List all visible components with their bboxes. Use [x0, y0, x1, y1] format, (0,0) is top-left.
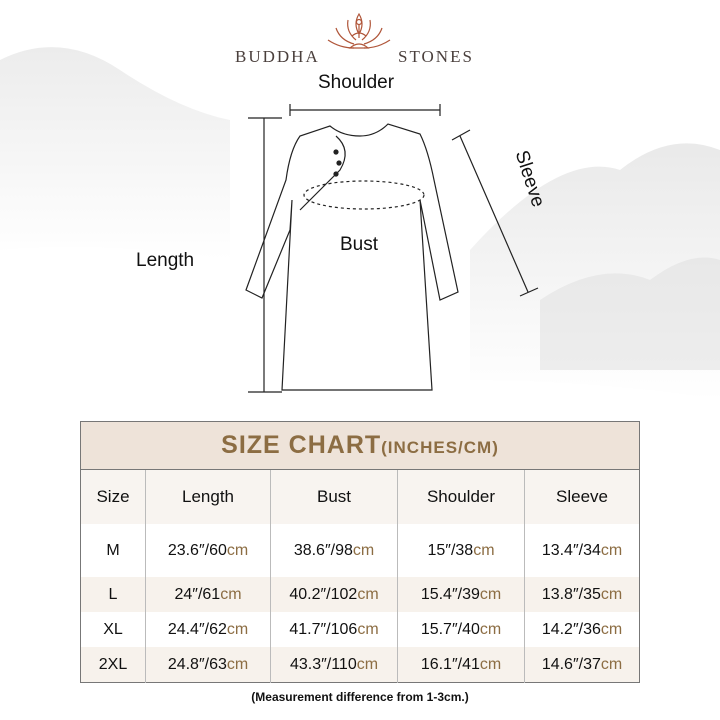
unit-cm: cm: [220, 585, 242, 603]
measurement-note: (Measurement difference from 1-3cm.): [251, 690, 469, 704]
title-text: SIZE CHART: [221, 431, 382, 459]
measure-cell: 41.7″/106cm: [270, 612, 398, 647]
measure-value: 15″/38: [427, 542, 474, 559]
measure-value: 13.4″/34: [541, 542, 601, 559]
unit-cm: cm: [352, 542, 375, 559]
brand-name-right: STONES: [398, 47, 474, 66]
brand-name-left: BUDDHA: [235, 47, 320, 66]
measure-value: 15.7″/40: [420, 620, 480, 638]
measure-cell: 38.6″/98cm: [270, 524, 398, 577]
measure-value: 41.7″/106: [289, 620, 358, 638]
measure-cell: 40.2″/102cm: [270, 577, 398, 612]
measure-value: 14.2″/36: [541, 620, 601, 638]
size-cell: M: [80, 524, 146, 577]
unit-cm: cm: [479, 655, 502, 673]
header-length: Length: [145, 469, 271, 524]
measure-cell: 14.2″/36cm: [524, 612, 640, 647]
measure-cell: 24.4″/62cm: [145, 612, 271, 647]
header-row: Size Length Bust Shoulder Sleeve: [80, 469, 640, 524]
measure-value: 24″/61: [174, 585, 221, 603]
unit-cm: cm: [600, 585, 623, 603]
garment-diagram: [245, 104, 539, 393]
unit-cm: cm: [479, 585, 502, 603]
measure-cell: 23.6″/60cm: [145, 524, 271, 577]
table-row: L 24″/61cm 40.2″/102cm 15.4″/39cm 13.8″/35cm: [80, 577, 640, 612]
mountain-background: [0, 47, 720, 401]
lotus-meditation-icon: [327, 12, 391, 49]
measure-value: 24.8″/63: [167, 655, 227, 673]
unit-cm: cm: [226, 655, 249, 673]
measure-cell: 14.6″/37cm: [524, 647, 640, 683]
unit-cm: cm: [356, 655, 379, 673]
measure-value: 43.3″/110: [289, 655, 357, 673]
measure-value: 16.1″/41: [420, 655, 480, 673]
measure-value: 15.4″/39: [420, 585, 480, 603]
size-cell: XL: [80, 612, 146, 647]
unit-cm: cm: [226, 542, 249, 559]
measure-value: 40.2″/102: [289, 585, 358, 603]
title-unit: (INCHES/CM): [381, 438, 499, 457]
measure-cell: 43.3″/110cm: [270, 647, 398, 683]
measure-cell: 15″/38cm: [397, 524, 525, 577]
header-bust: Bust: [270, 469, 398, 524]
measure-cell: 24.8″/63cm: [145, 647, 271, 683]
measure-value: 14.6″/37: [541, 655, 601, 673]
size-chart-title: SIZE CHART(INCHES/CM): [80, 421, 640, 470]
measure-value: 38.6″/98: [293, 542, 353, 559]
unit-cm: cm: [473, 542, 495, 559]
unit-cm: cm: [226, 620, 249, 638]
table-row: 2XL 24.8″/63cm 43.3″/110cm 16.1″/41cm 14.6″/…: [80, 647, 640, 683]
length-label: Length: [136, 250, 195, 271]
measure-value: 23.6″/60: [167, 542, 227, 559]
size-cell: 2XL: [80, 647, 146, 683]
unit-cm: cm: [357, 585, 379, 603]
unit-cm: cm: [600, 655, 623, 673]
measure-value: 13.8″/35: [541, 585, 601, 603]
measure-cell: 15.7″/40cm: [397, 612, 525, 647]
table-row: M 23.6″/60cm 38.6″/98cm 15″/38cm 13.4″/34cm: [80, 524, 640, 577]
measure-cell: 16.1″/41cm: [397, 647, 525, 683]
table-row: XL 24.4″/62cm 41.7″/106cm 15.7″/40cm 14.2″/3…: [80, 612, 640, 647]
measure-value: 24.4″/62: [167, 620, 227, 638]
size-chart-table: SIZE CHART(INCHES/CM) Size Length Bust S…: [80, 421, 640, 683]
header-sleeve: Sleeve: [524, 469, 640, 524]
measure-cell: 13.8″/35cm: [524, 577, 640, 612]
unit-cm: cm: [479, 620, 502, 638]
measure-cell: 15.4″/39cm: [397, 577, 525, 612]
unit-cm: cm: [600, 620, 623, 638]
bust-label: Bust: [340, 234, 379, 255]
unit-cm: cm: [357, 620, 379, 638]
shoulder-label: Shoulder: [318, 72, 395, 93]
measure-cell: 24″/61cm: [145, 577, 271, 612]
measure-cell: 13.4″/34cm: [524, 524, 640, 577]
size-cell: L: [80, 577, 146, 612]
brand-logo: BUDDHA STONES: [0, 12, 720, 66]
header-size: Size: [80, 469, 146, 524]
unit-cm: cm: [600, 542, 623, 559]
header-shoulder: Shoulder: [397, 469, 525, 524]
